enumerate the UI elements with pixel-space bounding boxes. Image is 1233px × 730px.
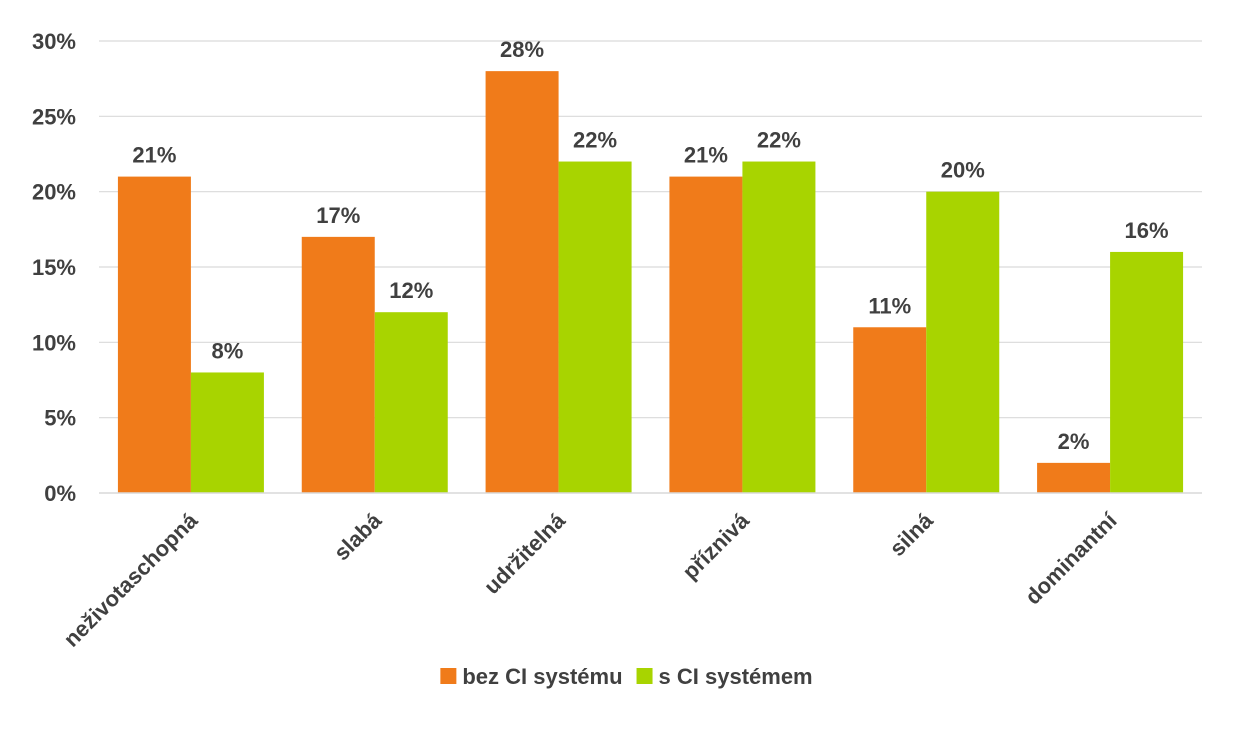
category-label: příznivá	[677, 507, 754, 584]
data-label: 22%	[757, 128, 801, 153]
bars	[117, 71, 1184, 494]
legend-swatch	[440, 668, 457, 684]
data-label: 21%	[132, 143, 176, 168]
bar	[1037, 462, 1111, 493]
data-label: 2%	[1058, 429, 1090, 454]
y-tick-label: 0%	[44, 481, 76, 506]
y-axis-ticks: 0% 5% 10% 15% 20% 25% 30%	[32, 29, 76, 506]
bar	[558, 161, 632, 494]
data-label: 17%	[316, 203, 360, 228]
bar	[1110, 251, 1184, 493]
y-tick-label: 5%	[44, 406, 76, 431]
legend: bez CI systému s CI systémem	[440, 664, 813, 689]
bar	[301, 236, 375, 493]
category-labels: neživotaschopná slabá udržitelná příznivá si…	[59, 507, 1123, 652]
y-tick-label: 20%	[32, 180, 76, 205]
y-tick-label: 10%	[32, 330, 76, 355]
category-label: dominantní	[1020, 507, 1122, 609]
bar	[926, 191, 1000, 493]
category-label: udržitelná	[479, 507, 571, 599]
bar	[190, 372, 264, 493]
bar	[742, 161, 816, 494]
data-label: 11%	[868, 293, 911, 318]
y-tick-label: 25%	[32, 104, 76, 129]
data-label: 22%	[573, 128, 617, 153]
data-label: 12%	[389, 278, 433, 303]
y-tick-label: 15%	[32, 255, 76, 280]
bar	[669, 176, 743, 493]
bar	[853, 327, 927, 493]
data-label: 28%	[500, 37, 544, 62]
data-label: 16%	[1125, 218, 1169, 243]
data-label: 21%	[684, 143, 728, 168]
bar	[117, 176, 191, 493]
data-label: 8%	[212, 338, 244, 363]
y-tick-label: 30%	[32, 29, 76, 54]
gridlines	[99, 40, 1202, 419]
category-label: slabá	[329, 507, 387, 565]
data-label: 20%	[941, 158, 985, 183]
category-label: neživotaschopná	[59, 507, 203, 651]
legend-label: s CI systémem	[659, 664, 813, 689]
bar	[485, 71, 559, 493]
legend-swatch	[636, 668, 653, 684]
category-label: silná	[885, 507, 939, 561]
legend-label: bez CI systému	[462, 664, 622, 689]
data-labels: 21% 8% 17% 12% 28% 22% 21% 22% 11% 20% 2% 16%	[132, 37, 1168, 454]
bar	[374, 312, 448, 493]
